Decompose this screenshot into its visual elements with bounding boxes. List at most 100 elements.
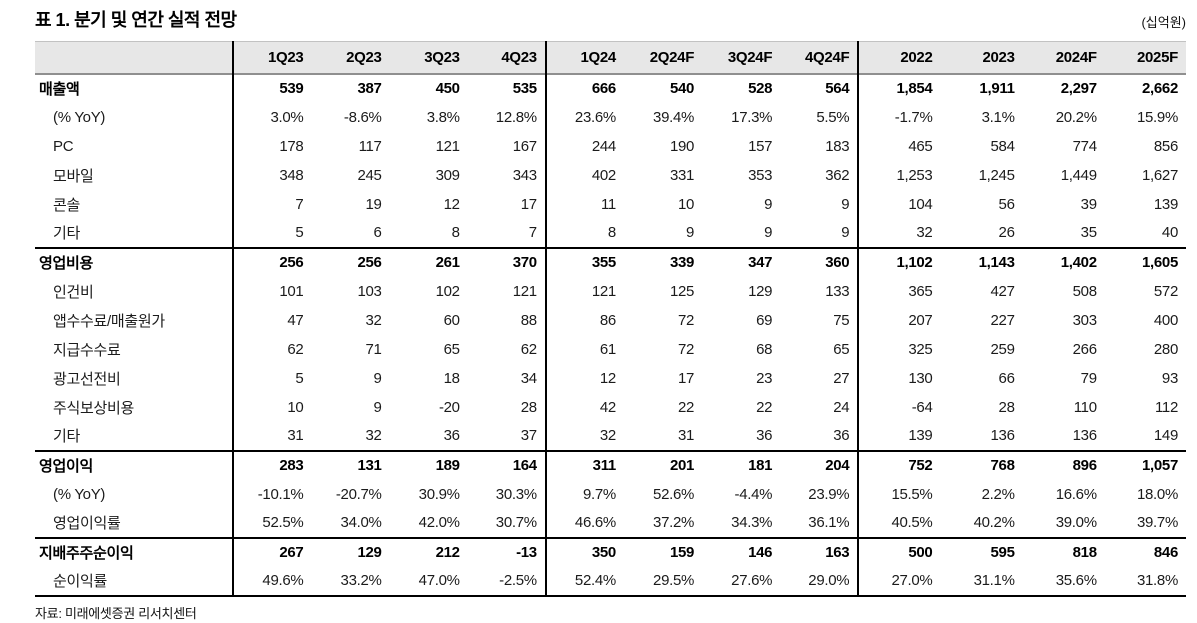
table-row: 기타 31 32 36 37 32 31 36 36 139 136 136 149 [35,421,1186,451]
table-cell: 540 [669,80,695,97]
table-cell: 129 [748,282,773,300]
table-cell: 86 [599,311,616,329]
table-cell: 72 [678,311,695,329]
earnings-forecast-table: 1Q23 2Q23 3Q23 4Q23 1Q24 2Q24F 3Q24F 4Q24F 2022 2… [35,41,1186,597]
table-cell: 30.9% [418,485,460,503]
table-cell: 36 [756,427,773,444]
table-cell: 9 [780,218,860,248]
table-cell: 146 [748,544,773,561]
table-cell: 5 [295,224,304,241]
table-cell: 23 [756,369,773,387]
table-cell: 130 [908,369,933,387]
column-header: 2022 [900,48,933,66]
table-cell: 1,057 [1141,457,1178,474]
table-header-row: 1Q23 2Q23 3Q23 4Q23 1Q24 2Q24F 3Q24F 4Q24F 2022 2… [35,41,1186,74]
table-cell: -13 [467,537,547,567]
row-label: 콘솔 [35,189,235,219]
table-row: 모바일 348 245 309 343 402 331 353 362 1,253 1,245 1,4… [35,160,1186,190]
table-cell: 178 [279,137,304,155]
table-cell: 136 [1072,427,1097,444]
table-cell: 402 [591,166,616,184]
table-cell: 190 [669,137,695,155]
table-cell: 1,911 [979,80,1015,97]
column-header: 2024F [1055,48,1097,66]
row-label: 인건비 [35,276,235,306]
table-cell: 12 [443,195,460,213]
table-cell: 31 [287,427,304,444]
row-label: 기타 [35,218,235,248]
table-cell: -1.7% [894,108,933,126]
row-label: (% YoY) [35,102,235,132]
table-cell: 1,102 [896,254,933,271]
unit-label: (십억원) [1141,15,1186,30]
row-label: 영업이익률 [35,508,235,538]
table-cell: 31.1% [973,572,1015,589]
table-cell: 9 [780,189,860,219]
table-cell: 259 [990,340,1015,358]
table-cell: 62 [467,334,547,364]
table-cell: 818 [1072,544,1097,561]
table-cell: 212 [435,544,460,561]
table-cell: 15.9% [1136,108,1178,126]
table-title: 표 1. 분기 및 연간 실적 전망 [35,10,237,30]
table-cell: 117 [358,137,382,155]
table-cell: -20.7% [335,485,382,503]
row-label: 앱수수료/매출원가 [35,305,235,335]
table-cell: 40.2% [973,514,1015,531]
table-cell: 121 [435,137,460,155]
table-cell: 17 [678,369,695,387]
column-header: 4Q23 [467,41,547,74]
table-cell: 6 [373,224,382,241]
table-cell: 28 [998,398,1015,416]
table-cell: 201 [669,457,695,474]
table-cell: 19 [365,195,382,213]
row-label: 지배주주순이익 [35,537,235,567]
table-cell: 129 [357,544,382,561]
table-cell: 112 [1154,398,1178,416]
table-cell: 40.5% [891,514,933,531]
table-cell: 774 [1072,137,1097,155]
table-cell: 1,253 [896,166,933,184]
table-cell: 9.7% [582,485,616,503]
column-header: 3Q24F [727,48,773,66]
table-cell: 164 [467,450,547,480]
table-cell: 339 [669,254,695,271]
table-cell: 528 [748,80,773,97]
table-cell: 856 [1153,137,1178,155]
table-cell: 311 [592,457,617,474]
table-cell: 280 [1153,340,1178,358]
table-cell: 183 [780,131,860,161]
table-cell: 325 [908,340,933,358]
table-cell: 52.5% [262,514,304,531]
table-row: 지급수수료 62 71 65 62 61 72 68 65 325 259 266 280 [35,334,1186,364]
table-cell: 39.4% [653,108,695,126]
table-cell: 348 [279,166,304,184]
table-row: (% YoY) -10.1% -20.7% 30.9% 30.3% 9.7% 52.6% -4… [35,479,1186,509]
table-cell: 535 [467,73,547,103]
table-cell: 584 [990,137,1015,155]
table-cell: 79 [1080,369,1097,387]
table-cell: 1,143 [978,254,1015,271]
table-cell: 7 [467,218,547,248]
table-cell: 350 [591,544,616,561]
table-cell: 256 [279,254,304,271]
table-cell: 36 [443,427,460,444]
column-header: 2023 [982,48,1015,66]
table-cell: 121 [591,282,616,300]
table-cell: 2.2% [981,485,1015,503]
table-cell: 29.0% [780,566,860,596]
table-cell: 37.2% [653,514,695,531]
table-cell: 27.0% [891,572,933,589]
table-cell: 22 [756,398,773,416]
table-header-bar: 표 1. 분기 및 연간 실적 전망 (십억원) [35,6,1186,32]
table-cell: 159 [669,544,695,561]
table-cell: 71 [365,340,382,358]
table-cell: 49.6% [262,572,304,589]
table-row: 영업이익 283 131 189 164 311 201 181 204 752 768 896 1,0… [35,450,1186,480]
table-cell: 36 [780,421,860,451]
column-header-label-spacer [35,41,235,74]
table-cell: 26 [998,224,1015,241]
table-cell: 9 [373,398,382,416]
table-cell: 245 [357,166,382,184]
table-cell: 283 [279,457,304,474]
